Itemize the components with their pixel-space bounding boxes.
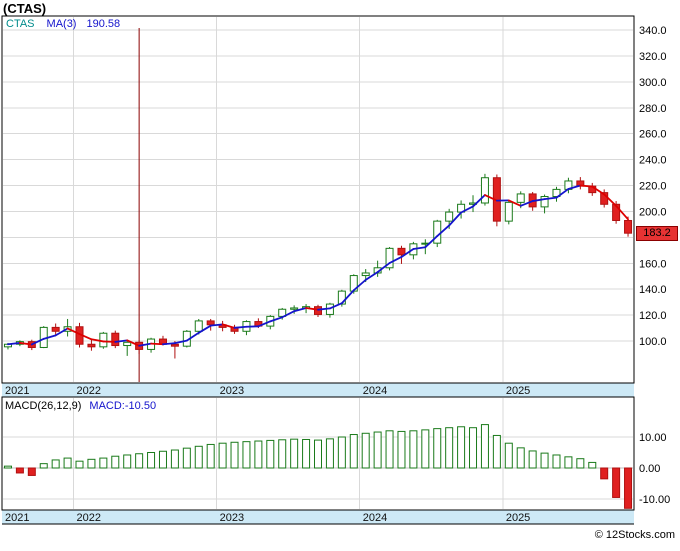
gridlines <box>3 17 633 509</box>
svg-text:320.0: 320.0 <box>639 51 667 63</box>
svg-text:2022: 2022 <box>77 512 101 524</box>
svg-text:2022: 2022 <box>77 385 101 397</box>
svg-text:220.0: 220.0 <box>639 181 667 193</box>
svg-text:2025: 2025 <box>506 512 530 524</box>
svg-text:160.0: 160.0 <box>639 258 667 270</box>
ma-value: 190.58 <box>86 18 120 30</box>
svg-text:10.00: 10.00 <box>639 432 667 444</box>
svg-text:140.0: 140.0 <box>639 284 667 296</box>
main-chart-legend: CTAS MA(3) 190.58 <box>6 18 120 30</box>
svg-text:120.0: 120.0 <box>639 310 667 322</box>
svg-text:-10.00: -10.00 <box>639 494 670 506</box>
svg-text:340.0: 340.0 <box>639 25 667 37</box>
svg-text:0.00: 0.00 <box>639 463 660 475</box>
ticker-title: (CTAS) <box>3 1 46 16</box>
ma-line <box>8 186 628 346</box>
macd-legend: MACD(26,12,9) MACD:-10.50 <box>5 400 156 412</box>
svg-text:2025: 2025 <box>506 385 530 397</box>
svg-text:280.0: 280.0 <box>639 103 667 115</box>
svg-text:200.0: 200.0 <box>639 206 667 218</box>
last-price-badge: 183.2 <box>636 226 678 241</box>
svg-text:300.0: 300.0 <box>639 77 667 89</box>
svg-text:2023: 2023 <box>220 512 244 524</box>
copyright-credit: © 12Stocks.com <box>595 529 675 541</box>
axis-labels: 340.0 320.0 300.0 280.0 260.0 240.0 220.0 200.0… <box>5 25 670 524</box>
svg-text:2024: 2024 <box>363 512 387 524</box>
macd-params-label: MACD(26,12,9) <box>5 400 81 412</box>
ma-label: MA(3) <box>47 18 77 30</box>
svg-text:100.0: 100.0 <box>639 336 667 348</box>
svg-text:2021: 2021 <box>5 512 29 524</box>
svg-text:2021: 2021 <box>5 385 29 397</box>
symbol-label: CTAS <box>6 18 35 30</box>
svg-text:240.0: 240.0 <box>639 155 667 167</box>
macd-value-label: MACD:-10.50 <box>89 400 156 412</box>
candles-layer <box>4 174 631 359</box>
svg-text:2024: 2024 <box>363 385 387 397</box>
svg-text:2023: 2023 <box>220 385 244 397</box>
svg-text:260.0: 260.0 <box>639 129 667 141</box>
